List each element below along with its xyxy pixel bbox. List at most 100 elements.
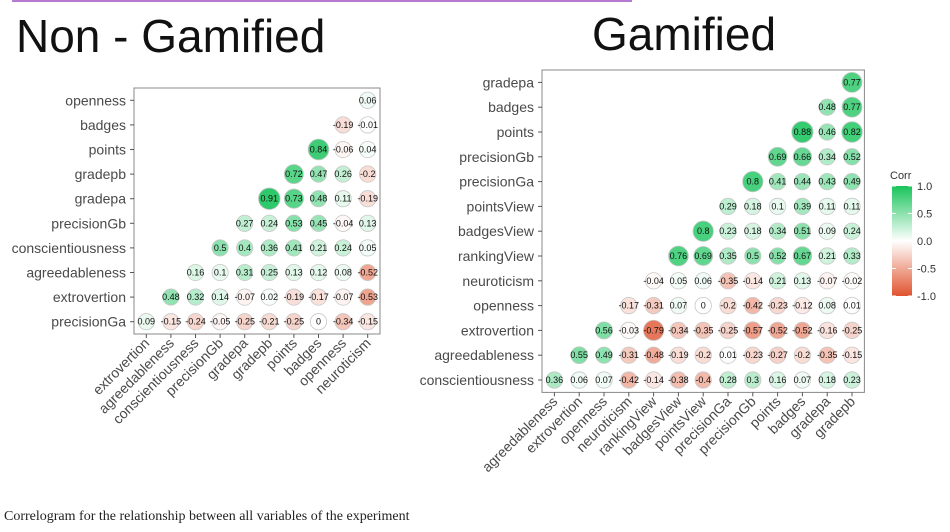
corr-value-label: -0.52 <box>357 268 378 278</box>
corr-circle <box>285 239 303 257</box>
corr-circle <box>309 288 328 306</box>
corr-value-label: -0.48 <box>643 350 664 360</box>
row-label: badges <box>488 99 534 115</box>
corr-value-label: 0.32 <box>187 292 205 302</box>
corr-circle <box>644 296 663 315</box>
corr-circle <box>792 147 813 167</box>
corr-value-label: 0.29 <box>719 201 737 211</box>
corr-value-label: 0.53 <box>285 218 303 228</box>
corr-circle <box>818 197 836 216</box>
corr-circle <box>818 296 836 315</box>
corr-value-label: 0.07 <box>794 375 812 385</box>
corr-value-label: 0.36 <box>261 243 279 253</box>
corr-value-label: 0.66 <box>794 152 812 162</box>
corr-circle <box>669 296 688 315</box>
corr-circle <box>694 296 712 315</box>
corr-value-label: -0.04 <box>643 276 664 286</box>
corr-value-label: -0.2 <box>720 301 736 311</box>
legend-title: Corr <box>890 170 912 182</box>
corr-value-label: -0.17 <box>308 292 329 302</box>
corr-circle <box>743 321 762 340</box>
corr-value-label: 0.41 <box>769 177 787 187</box>
corr-value-label: 0.18 <box>744 226 762 236</box>
corr-circle <box>818 371 836 389</box>
corr-circle <box>742 171 764 193</box>
corr-circle <box>793 222 812 240</box>
corr-circle <box>570 346 589 365</box>
corr-circle <box>818 123 836 141</box>
corr-value-label: -0.31 <box>619 350 640 360</box>
corr-value-label: 0.35 <box>719 251 737 261</box>
corr-value-label: -0.07 <box>234 292 255 302</box>
corr-value-label: 0.52 <box>843 152 861 162</box>
corr-value-label: 0 <box>316 317 321 327</box>
corr-circle <box>843 247 861 265</box>
corr-value-label: 0.08 <box>818 301 836 311</box>
corr-value-label: 0.23 <box>843 375 861 385</box>
corr-circle <box>768 172 787 191</box>
corr-value-label: -0.04 <box>333 218 354 228</box>
corr-value-label: -0.35 <box>693 325 714 335</box>
corr-circle <box>258 187 281 210</box>
corr-value-label: 0.05 <box>670 276 688 286</box>
corr-value-label: 0.51 <box>794 226 812 236</box>
corr-circle <box>669 371 688 389</box>
corr-circle <box>793 371 812 389</box>
corr-circle <box>818 98 836 116</box>
corr-value-label: 0.18 <box>744 201 762 211</box>
corr-value-label: 0.13 <box>359 218 377 228</box>
corr-value-label: 0.76 <box>670 251 688 261</box>
legend-tick-label: 1.0 <box>917 181 932 193</box>
corr-value-label: 0.24 <box>843 226 861 236</box>
corr-circle <box>768 321 787 340</box>
correlogram-svg: Non - Gamified openness badges points gradep… <box>12 8 936 475</box>
panel-non-gamified: Non - Gamified openness badges points gradep… <box>12 10 381 427</box>
corr-value-label: 0.11 <box>335 194 352 204</box>
corr-value-label: 0.69 <box>769 152 787 162</box>
corr-value-label: 0.04 <box>359 145 377 155</box>
legend-tick-label: 0.0 <box>917 236 932 248</box>
figure-caption: Correlogram for the relationship between… <box>4 509 410 524</box>
corr-value-label: 0.06 <box>570 375 588 385</box>
legend-colorbar <box>892 186 912 296</box>
corr-circle <box>620 371 638 389</box>
corr-circle <box>283 188 304 209</box>
row-label: gradepa <box>483 74 535 90</box>
panel-gamified: Gamified gradepa badges points precisionGb pr… <box>420 8 865 475</box>
corr-value-label: -0.01 <box>357 120 378 130</box>
corr-circle <box>285 288 303 306</box>
corr-circle <box>211 313 229 331</box>
corr-circle <box>793 321 812 340</box>
corr-circle <box>744 247 762 265</box>
corr-circle <box>359 288 377 306</box>
corr-value-label: -0.23 <box>767 301 788 311</box>
corr-circle <box>644 272 663 290</box>
corr-circle <box>285 313 303 331</box>
corr-circle <box>285 263 303 282</box>
corr-circle <box>545 371 564 389</box>
row-label: precisionGb <box>459 149 534 165</box>
corr-value-label: 0.56 <box>595 325 613 335</box>
row-label: points <box>89 142 126 158</box>
corr-value-label: 0 <box>701 301 706 311</box>
corr-circle <box>334 190 352 208</box>
corr-circle <box>283 164 304 185</box>
row-label: gradepa <box>75 191 127 207</box>
corr-value-label: 0.91 <box>261 194 279 204</box>
corr-value-label: 0.09 <box>138 317 156 327</box>
corr-circle <box>841 72 863 93</box>
corr-value-label: 0.4 <box>238 243 251 253</box>
corr-value-label: 0.8 <box>697 226 710 236</box>
corr-circle <box>843 272 861 290</box>
corr-circle <box>744 346 762 364</box>
corr-value-label: -0.53 <box>357 292 378 302</box>
corr-circle <box>334 214 352 232</box>
corr-value-label: -0.15 <box>161 317 182 327</box>
corr-value-label: -0.52 <box>792 325 813 335</box>
corr-circle <box>260 288 278 306</box>
corr-circle <box>818 272 836 290</box>
corr-value-label: 0.01 <box>843 301 861 311</box>
corr-value-label: -0.19 <box>284 292 305 302</box>
corr-value-label: -0.34 <box>333 317 354 327</box>
corr-value-label: 0.21 <box>310 243 328 253</box>
